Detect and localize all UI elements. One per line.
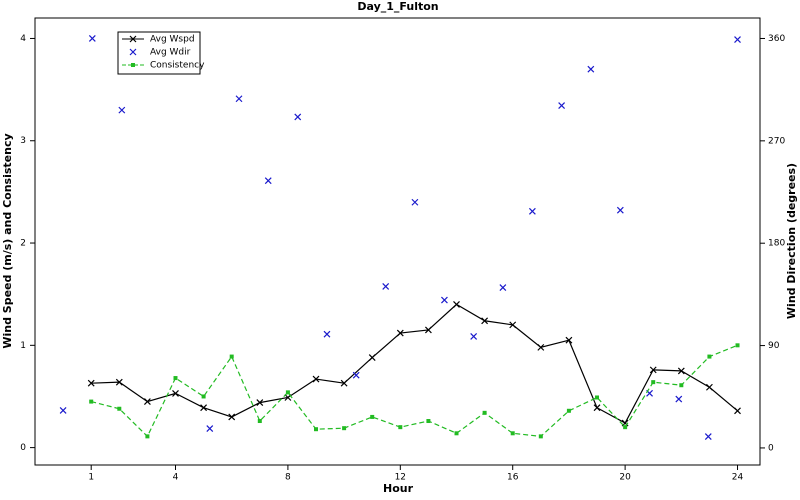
point xyxy=(679,383,684,388)
point xyxy=(200,404,208,412)
legend-marker xyxy=(129,35,137,43)
x-tick-label: 24 xyxy=(732,473,744,483)
point xyxy=(145,434,150,439)
point xyxy=(441,296,448,304)
point xyxy=(677,367,685,375)
point xyxy=(229,354,234,359)
point xyxy=(537,343,545,351)
point xyxy=(509,321,517,329)
point xyxy=(382,283,390,290)
point xyxy=(705,383,713,391)
point xyxy=(89,399,94,404)
point xyxy=(235,95,243,103)
point xyxy=(352,371,360,379)
point xyxy=(285,390,290,395)
point xyxy=(370,414,375,419)
point xyxy=(426,419,431,424)
point xyxy=(595,395,600,400)
point xyxy=(499,284,507,291)
point xyxy=(704,433,712,440)
x-tick-label: 1 xyxy=(88,473,94,483)
point xyxy=(264,177,272,185)
x-tick-label: 8 xyxy=(285,473,291,483)
point xyxy=(587,65,595,73)
point xyxy=(616,206,624,214)
point xyxy=(470,333,478,340)
point xyxy=(173,376,178,381)
point xyxy=(510,431,515,436)
point xyxy=(340,379,348,387)
y-tick-label: 4 xyxy=(20,34,26,44)
point xyxy=(228,413,236,421)
y-tick-label: 0 xyxy=(20,443,26,453)
x-tick-label: 4 xyxy=(173,473,179,483)
y-tick-label: 1 xyxy=(20,341,26,351)
series-line xyxy=(91,303,738,424)
legend-label: Consistency xyxy=(150,61,205,71)
point xyxy=(206,425,214,433)
point xyxy=(453,300,460,308)
y2-tick-label: 0 xyxy=(768,443,774,453)
y2-axis-title: Wind Direction (degrees) xyxy=(785,163,798,319)
point xyxy=(565,336,573,344)
series-line xyxy=(91,344,738,438)
point xyxy=(88,35,96,42)
chart-title: Day_1_Fulton xyxy=(357,0,438,13)
legend-label: Avg Wspd xyxy=(150,35,195,45)
legend-marker xyxy=(131,63,135,67)
point xyxy=(481,317,489,325)
point xyxy=(593,404,601,412)
y-tick-label: 3 xyxy=(20,136,26,146)
point xyxy=(314,427,319,432)
point xyxy=(528,207,536,215)
point xyxy=(115,378,123,386)
legend-label: Avg Wdir xyxy=(150,48,191,58)
point xyxy=(201,394,206,399)
y-tick-label: 2 xyxy=(20,239,26,249)
point xyxy=(623,425,628,430)
point xyxy=(482,410,487,415)
point xyxy=(735,343,740,348)
point xyxy=(396,329,404,337)
point xyxy=(675,395,683,403)
x-axis-title: Hour xyxy=(383,482,414,495)
point xyxy=(172,389,179,397)
point xyxy=(707,354,712,359)
point xyxy=(118,106,126,114)
x-tick-label: 12 xyxy=(395,473,406,483)
y2-tick-label: 360 xyxy=(768,34,785,44)
x-tick-label: 20 xyxy=(619,473,631,483)
point xyxy=(411,198,419,206)
point xyxy=(342,426,347,431)
point xyxy=(312,375,320,383)
y2-tick-label: 270 xyxy=(768,136,785,146)
point xyxy=(649,366,657,374)
point xyxy=(651,380,656,385)
point xyxy=(454,431,459,436)
point xyxy=(256,399,264,407)
point xyxy=(257,419,262,424)
legend-marker xyxy=(129,48,137,56)
y2-tick-label: 90 xyxy=(768,341,780,351)
plot-frame xyxy=(34,17,761,466)
point xyxy=(398,425,403,430)
point xyxy=(143,398,151,406)
point xyxy=(558,102,566,110)
y-axis-title: Wind Speed (m/s) and Consistency xyxy=(1,133,14,348)
point xyxy=(323,330,331,338)
point xyxy=(566,408,571,413)
point xyxy=(538,434,543,439)
y2-tick-label: 180 xyxy=(768,239,785,249)
point xyxy=(59,406,67,414)
point xyxy=(424,326,432,334)
point xyxy=(294,113,302,121)
point xyxy=(87,379,95,387)
x-tick-label: 16 xyxy=(507,473,519,483)
point xyxy=(734,407,741,415)
point xyxy=(734,36,741,44)
point xyxy=(117,406,122,411)
point xyxy=(368,354,376,362)
